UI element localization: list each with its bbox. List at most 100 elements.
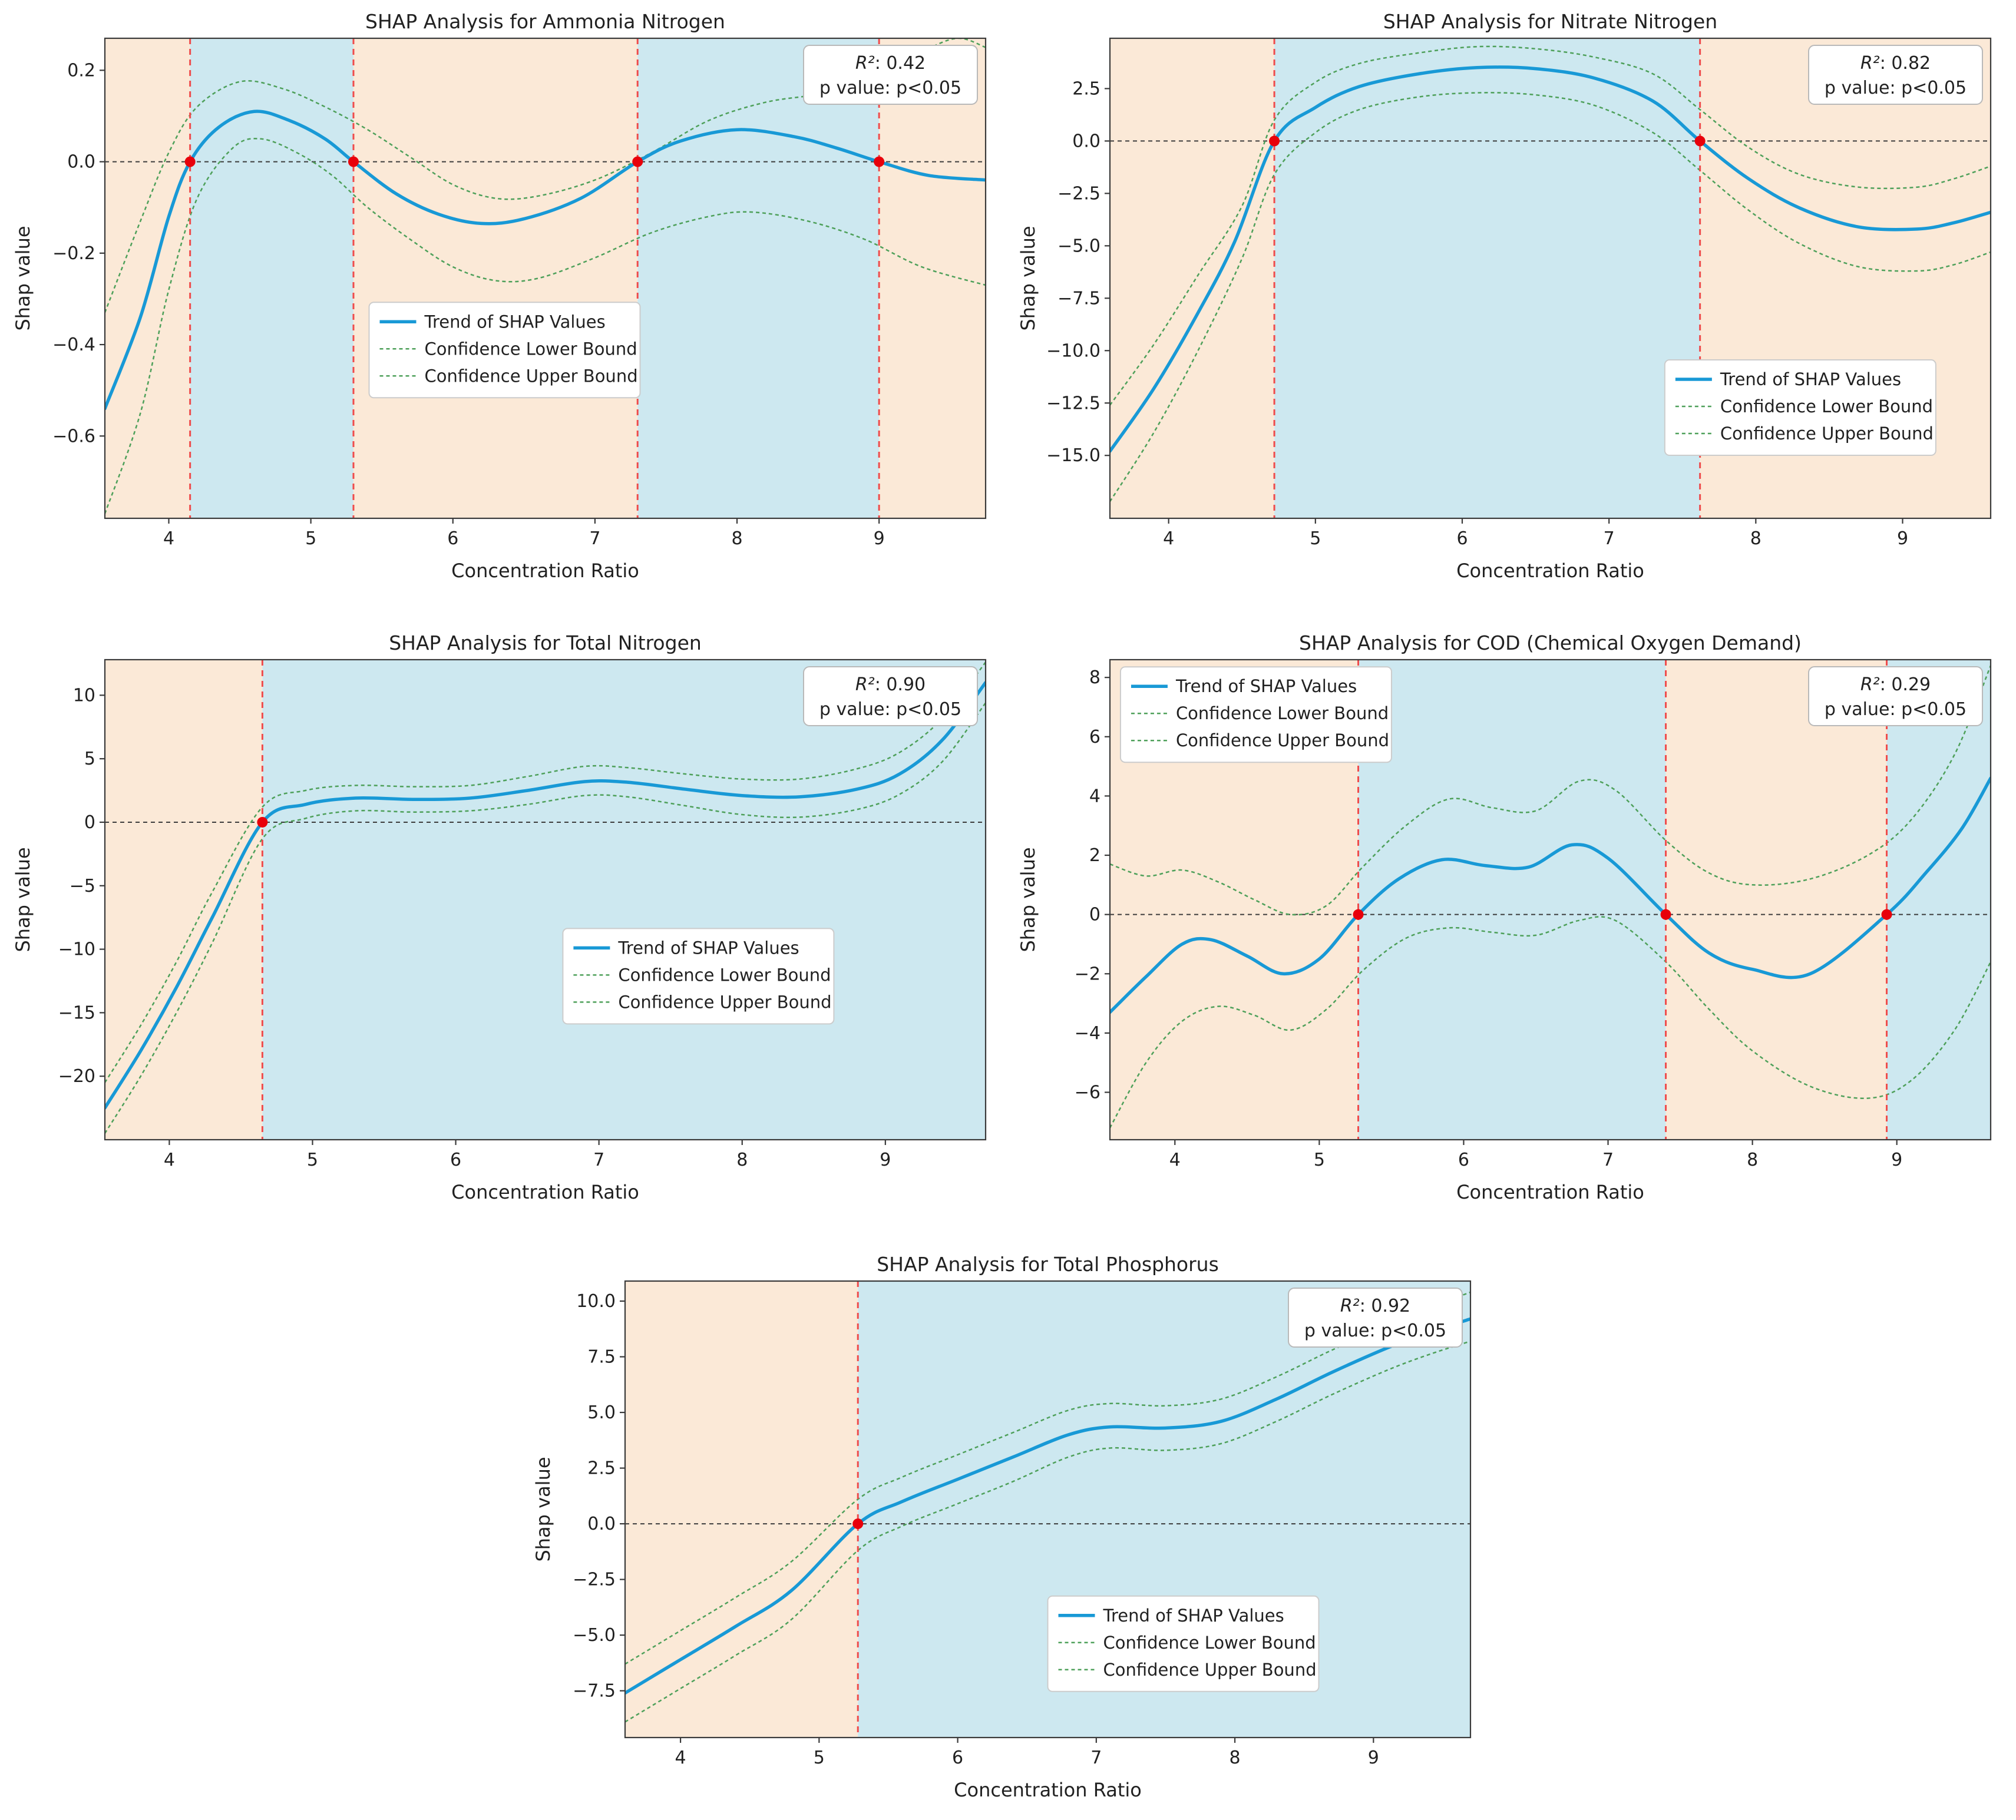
region-positive	[1274, 38, 1700, 518]
y-tick-label: −20	[58, 1066, 95, 1087]
chart-title: SHAP Analysis for Total Nitrogen	[389, 631, 702, 654]
x-tick-label: 9	[874, 528, 885, 549]
y-tick-label: 6	[1089, 727, 1100, 747]
chart-total-phosphorus: 4 5 6 7 8 9 10.0 7.5 5.0 2.5 0.0 −2.5 −5.0 −7.5 SHAP A…	[532, 1253, 1472, 1801]
p-value: p value: p<0.05	[819, 78, 961, 98]
legend-entry-label: Confidence Upper Bound	[618, 992, 831, 1012]
chart-title: SHAP Analysis for Nitrate Nitrogen	[1383, 10, 1717, 33]
r-squared-value: R²: 0.92	[1340, 1296, 1410, 1316]
legend-entry-label: Trend of SHAP Values	[617, 938, 799, 958]
x-tick-label: 6	[1456, 528, 1468, 549]
x-tick-label: 7	[589, 528, 600, 549]
r-squared-value: R²: 0.42	[855, 53, 926, 74]
zero-crossing-dot	[1881, 909, 1892, 920]
y-tick-label: −5	[70, 876, 95, 896]
zero-crossing-dot	[1694, 135, 1706, 147]
confidence-upper-curve	[1110, 45, 1991, 406]
region-positive	[1358, 660, 1666, 1140]
confidence-lower-curve	[1110, 92, 1991, 502]
x-tick-label: 7	[1090, 1748, 1102, 1768]
region-negative	[625, 1281, 858, 1738]
x-tick-label: 7	[593, 1150, 604, 1170]
charts-row-bottom: 4 5 6 7 8 9 10.0 7.5 5.0 2.5 0.0 −2.5 −5.0 −7.5 SHAP A…	[0, 1249, 2016, 1814]
figure-ammonia-nitrogen: 4 5 6 7 8 9 0.2 0.0 −0.2 −0.4 −0.6 SHAP Analysis fo…	[11, 6, 1000, 595]
x-tick-label: 9	[1891, 1150, 1902, 1170]
y-tick-label: 7.5	[587, 1347, 616, 1368]
y-axis-label: Shap value	[532, 1457, 554, 1561]
y-tick-label: 10	[73, 685, 95, 706]
legend: Trend of SHAP Values Confidence Lower Bou…	[1047, 1595, 1320, 1692]
charts-row-middle: 4 5 6 7 8 9 10 5 0 −5 −10 −15 −20 SHAP Analysis for T…	[0, 627, 2016, 1216]
trend-curve	[1110, 65, 1991, 453]
x-axis-label: Concentration Ratio	[451, 1181, 639, 1203]
confidence-lower-curve	[105, 702, 986, 1134]
zero-crossing-dot	[1269, 135, 1280, 147]
y-tick-label: −0.2	[52, 243, 95, 264]
zero-crossing-dot	[184, 156, 196, 167]
stats-annotation-box	[803, 666, 978, 726]
figure-cod: 4 5 6 7 8 9 8 6 4 2 0 −2 −4 −6 SHAP Analysis for COD (…	[1016, 627, 2005, 1216]
y-tick-label: 0.2	[67, 60, 95, 81]
background-regions	[105, 38, 986, 518]
zero-crossing-dot	[1660, 909, 1671, 920]
plot-frame	[1109, 37, 1992, 519]
stats-annotation-box	[1288, 1288, 1463, 1348]
legend-entry-label: Confidence Upper Bound	[425, 366, 638, 386]
chart-ammonia-nitrogen: 4 5 6 7 8 9 0.2 0.0 −0.2 −0.4 −0.6 SHAP Analysis fo…	[12, 10, 987, 582]
legend-entry-label: Trend of SHAP Values	[424, 312, 606, 332]
region-positive	[190, 38, 353, 518]
y-tick-label: −10	[58, 939, 95, 960]
x-tick-label: 6	[1458, 1150, 1469, 1170]
legend-entry-label: Trend of SHAP Values	[1175, 676, 1357, 696]
y-tick-label: 5	[84, 749, 95, 769]
legend-entry-label: Confidence Upper Bound	[1720, 423, 1934, 444]
y-tick-label: −10.0	[1046, 340, 1100, 361]
y-tick-label: −7.5	[1057, 288, 1100, 309]
y-tick-label: 8	[1089, 667, 1100, 688]
region-negative	[105, 38, 190, 518]
y-tick-label: 0.0	[1072, 131, 1100, 151]
stats-annotation-box	[1808, 666, 1983, 726]
legend-box	[1664, 359, 1936, 456]
x-tick-label: 6	[952, 1748, 963, 1768]
confidence-lower-curve	[1110, 916, 1991, 1129]
trend-curve	[105, 681, 986, 1110]
x-tick-label: 8	[731, 528, 742, 549]
chart-total-nitrogen: 4 5 6 7 8 9 10 5 0 −5 −10 −15 −20 SHAP Analysis for T…	[12, 631, 987, 1203]
chart-cod: 4 5 6 7 8 9 8 6 4 2 0 −2 −4 −6 SHAP Analysis for COD (…	[1017, 631, 1992, 1203]
background-regions	[105, 660, 986, 1140]
figure-total-nitrogen: 4 5 6 7 8 9 10 5 0 −5 −10 −15 −20 SHAP Analysis for T…	[11, 627, 1000, 1216]
stats-annotation: R²: 0.92 p value: p<0.05	[1288, 1288, 1463, 1348]
zero-crossing-dot	[257, 816, 268, 828]
x-tick-label: 8	[736, 1150, 748, 1170]
p-value: p value: p<0.05	[1304, 1321, 1446, 1341]
y-tick-label: 0.0	[587, 1514, 616, 1534]
x-axis-label: Concentration Ratio	[1456, 1181, 1644, 1203]
x-tick-label: 6	[447, 528, 458, 549]
chart-title: SHAP Analysis for COD (Chemical Oxygen D…	[1299, 631, 1802, 654]
r-squared-value: R²: 0.90	[855, 674, 926, 695]
r-squared-value: R²: 0.29	[1860, 674, 1931, 695]
region-negative	[879, 38, 986, 518]
stats-annotation: R²: 0.90 p value: p<0.05	[803, 666, 978, 726]
legend-entry-label: Trend of SHAP Values	[1720, 369, 1901, 389]
plot-frame	[624, 1280, 1472, 1739]
region-negative	[1665, 660, 1887, 1140]
x-tick-label: 9	[880, 1150, 891, 1170]
legend-box	[1119, 666, 1392, 763]
region-negative	[353, 38, 638, 518]
legend-entry-label: Confidence Lower Bound	[1103, 1633, 1316, 1653]
y-axis-label: Shap value	[1017, 226, 1039, 330]
legend: Trend of SHAP Values Confidence Lower Bou…	[562, 928, 835, 1025]
plot-frame	[104, 658, 987, 1141]
trend-curve	[1110, 776, 1991, 1014]
stats-annotation: R²: 0.82 p value: p<0.05	[1808, 45, 1983, 105]
legend-entry-label: Confidence Lower Bound	[1176, 703, 1389, 723]
y-tick-label: 10.0	[576, 1291, 616, 1312]
y-tick-label: 2	[1089, 845, 1100, 866]
region-negative	[105, 660, 263, 1140]
charts-row-top: 4 5 6 7 8 9 0.2 0.0 −0.2 −0.4 −0.6 SHAP Analysis fo…	[0, 6, 2016, 595]
y-tick-label: 2.5	[1072, 78, 1100, 99]
x-axis-label: Concentration Ratio	[451, 560, 639, 582]
y-tick-label: −4	[1075, 1023, 1100, 1044]
